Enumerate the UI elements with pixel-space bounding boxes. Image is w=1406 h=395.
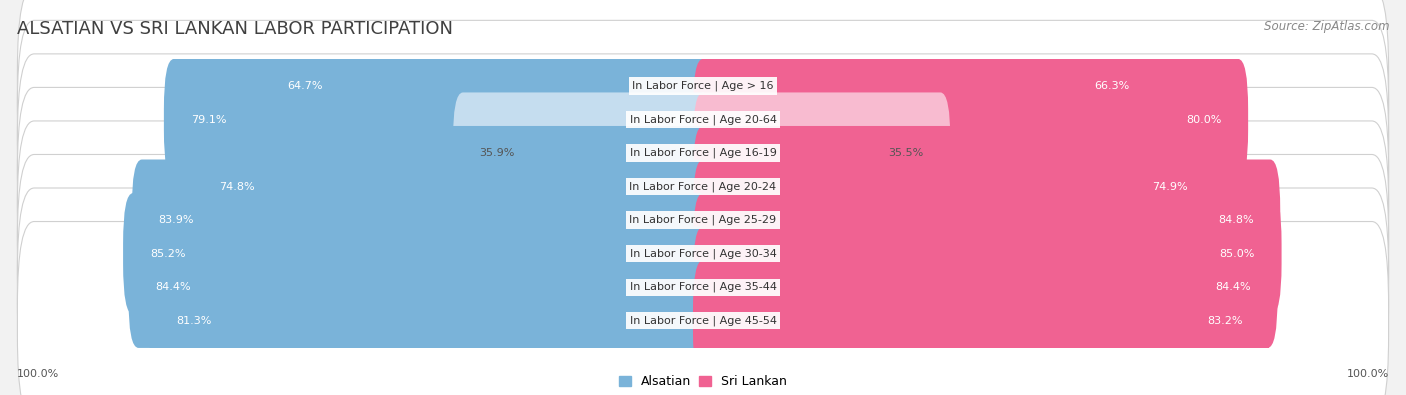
FancyBboxPatch shape <box>17 21 1389 219</box>
FancyBboxPatch shape <box>132 160 713 281</box>
Text: In Labor Force | Age 20-24: In Labor Force | Age 20-24 <box>630 181 776 192</box>
FancyBboxPatch shape <box>260 25 713 147</box>
FancyBboxPatch shape <box>149 260 713 382</box>
FancyBboxPatch shape <box>693 227 1278 348</box>
Text: In Labor Force | Age 30-34: In Labor Force | Age 30-34 <box>630 248 776 259</box>
FancyBboxPatch shape <box>17 154 1389 353</box>
FancyBboxPatch shape <box>128 227 713 348</box>
Text: 85.0%: 85.0% <box>1219 249 1254 259</box>
FancyBboxPatch shape <box>693 160 1281 281</box>
FancyBboxPatch shape <box>193 126 713 247</box>
FancyBboxPatch shape <box>165 59 713 180</box>
FancyBboxPatch shape <box>693 260 1270 382</box>
Text: 35.9%: 35.9% <box>479 148 515 158</box>
Text: In Labor Force | Age 20-64: In Labor Force | Age 20-64 <box>630 114 776 125</box>
Text: 66.3%: 66.3% <box>1094 81 1130 91</box>
Text: 84.4%: 84.4% <box>1215 282 1251 292</box>
FancyBboxPatch shape <box>453 92 713 214</box>
Text: 79.1%: 79.1% <box>191 115 226 124</box>
Text: In Labor Force | Age 35-44: In Labor Force | Age 35-44 <box>630 282 776 293</box>
FancyBboxPatch shape <box>693 59 1249 180</box>
FancyBboxPatch shape <box>17 54 1389 252</box>
Legend: Alsatian, Sri Lankan: Alsatian, Sri Lankan <box>613 370 793 393</box>
Text: 83.9%: 83.9% <box>159 215 194 225</box>
Text: 80.0%: 80.0% <box>1187 115 1222 124</box>
Text: 84.8%: 84.8% <box>1218 215 1254 225</box>
Text: In Labor Force | Age 16-19: In Labor Force | Age 16-19 <box>630 148 776 158</box>
Text: 35.5%: 35.5% <box>889 148 924 158</box>
FancyBboxPatch shape <box>17 222 1389 395</box>
FancyBboxPatch shape <box>693 126 1213 247</box>
Text: Source: ZipAtlas.com: Source: ZipAtlas.com <box>1264 20 1389 33</box>
FancyBboxPatch shape <box>17 87 1389 286</box>
Text: ALSATIAN VS SRI LANKAN LABOR PARTICIPATION: ALSATIAN VS SRI LANKAN LABOR PARTICIPATI… <box>17 20 453 38</box>
Text: 74.9%: 74.9% <box>1152 182 1187 192</box>
FancyBboxPatch shape <box>17 121 1389 320</box>
FancyBboxPatch shape <box>17 188 1389 386</box>
FancyBboxPatch shape <box>693 25 1157 147</box>
Text: 85.2%: 85.2% <box>150 249 186 259</box>
Text: In Labor Force | Age > 16: In Labor Force | Age > 16 <box>633 81 773 91</box>
FancyBboxPatch shape <box>693 92 950 214</box>
Text: 74.8%: 74.8% <box>219 182 254 192</box>
Text: 100.0%: 100.0% <box>17 369 59 379</box>
Text: In Labor Force | Age 25-29: In Labor Force | Age 25-29 <box>630 215 776 226</box>
Text: 100.0%: 100.0% <box>1347 369 1389 379</box>
Text: 64.7%: 64.7% <box>287 81 322 91</box>
Text: 84.4%: 84.4% <box>155 282 191 292</box>
Text: 81.3%: 81.3% <box>176 316 211 326</box>
FancyBboxPatch shape <box>17 0 1389 185</box>
FancyBboxPatch shape <box>124 193 713 314</box>
FancyBboxPatch shape <box>693 193 1282 314</box>
Text: 83.2%: 83.2% <box>1208 316 1243 326</box>
Text: In Labor Force | Age 45-54: In Labor Force | Age 45-54 <box>630 316 776 326</box>
